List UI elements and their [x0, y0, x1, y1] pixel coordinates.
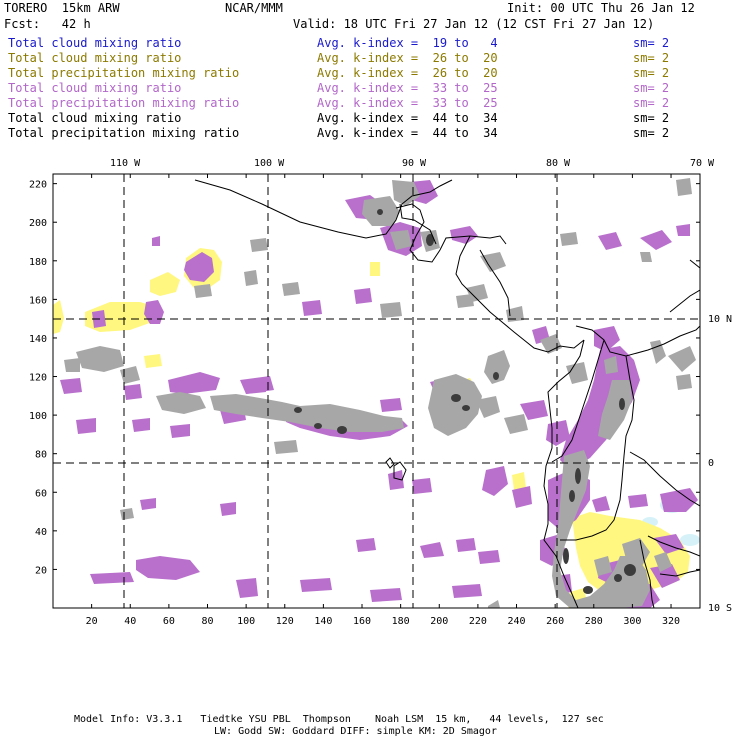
y-tick-label: 20 [35, 565, 47, 576]
legend-sm: sm= 2 [633, 66, 670, 80]
lat-label: 10 N [708, 314, 732, 325]
x-tick-label: 20 [86, 616, 98, 627]
coastlines [194, 179, 700, 608]
lat-label: 10 S [708, 603, 732, 614]
legend-stat: Avg. k-index = 19 to 4 [317, 36, 498, 50]
legend-field: Total precipitation mixing ratio [8, 126, 240, 140]
legend-field: Total precipitation mixing ratio [8, 66, 240, 80]
legend-sm: sm= 2 [633, 36, 670, 50]
x-tick-label: 100 [237, 616, 255, 627]
gray-patches [64, 178, 696, 608]
legend-field: Total cloud mixing ratio [8, 51, 182, 65]
y-tick-label: 160 [29, 295, 47, 306]
x-tick-label: 140 [314, 616, 332, 627]
legend-sm: sm= 2 [633, 126, 670, 140]
x-tick-label: 260 [546, 616, 564, 627]
model-physics: LW: Godd SW: Goddard DIFF: simple KM: 2D… [214, 726, 497, 737]
legend-stat: Avg. k-index = 26 to 20 [317, 66, 498, 80]
x-tick-label: 160 [353, 616, 371, 627]
lon-label: 80 W [546, 158, 571, 169]
model-name: TORERO 15km ARW [4, 1, 120, 15]
lat-label: 0 [708, 458, 714, 469]
y-tick-label: 100 [29, 411, 47, 422]
x-tick-label: 300 [623, 616, 641, 627]
x-tick-label: 180 [392, 616, 410, 627]
init-time: Init: 00 UTC Thu 26 Jan 12 [507, 1, 695, 15]
x-tick-label: 280 [585, 616, 603, 627]
center-name: NCAR/MMM [225, 1, 283, 15]
lat-lon-grid [53, 174, 700, 608]
y-tick-label: 60 [35, 488, 47, 499]
legend-field: Total cloud mixing ratio [8, 36, 182, 50]
y-tick-label: 80 [35, 450, 47, 461]
lon-label: 100 W [254, 158, 285, 169]
y-tick-label: 220 [29, 180, 47, 191]
x-tick-label: 60 [163, 616, 175, 627]
x-tick-label: 220 [469, 616, 487, 627]
legend-field: Total cloud mixing ratio [8, 111, 182, 125]
lon-label: 110 W [110, 158, 141, 169]
legend-field: Total cloud mixing ratio [8, 81, 182, 95]
model-info: Model Info: V3.3.1 Tiedtke YSU PBL Thomp… [74, 714, 604, 725]
legend-sm: sm= 2 [633, 111, 670, 125]
axis-ticks [53, 174, 700, 608]
y-tick-label: 120 [29, 373, 47, 384]
x-tick-label: 200 [430, 616, 448, 627]
legend-stat: Avg. k-index = 44 to 34 [317, 111, 498, 125]
y-tick-label: 180 [29, 257, 47, 268]
legend-sm: sm= 2 [633, 96, 670, 110]
x-tick-label: 240 [507, 616, 525, 627]
x-tick-label: 320 [662, 616, 680, 627]
y-tick-label: 40 [35, 527, 47, 538]
valid-time: Valid: 18 UTC Fri 27 Jan 12 (12 CST Fri … [293, 17, 655, 31]
legend-field: Total precipitation mixing ratio [8, 96, 240, 110]
map-frame [52, 173, 701, 609]
legend-sm: sm= 2 [633, 81, 670, 95]
legend-stat: Avg. k-index = 26 to 20 [317, 51, 498, 65]
lon-label: 90 W [402, 158, 427, 169]
legend-stat: Avg. k-index = 33 to 25 [317, 96, 498, 110]
lon-label: 70 W [690, 158, 715, 169]
legend-stat: Avg. k-index = 33 to 25 [317, 81, 498, 95]
forecast-hour: Fcst: 42 h [4, 17, 91, 31]
y-tick-label: 140 [29, 334, 47, 345]
axis-labels: 20 40 60 80 100 120 140 160 180 200 220 240 260 280 30… [29, 180, 680, 627]
legend-sm: sm= 2 [633, 51, 670, 65]
x-tick-label: 40 [124, 616, 136, 627]
x-tick-label: 120 [276, 616, 294, 627]
x-tick-label: 80 [201, 616, 213, 627]
dark-cloud-patches [294, 209, 636, 594]
legend-stat: Avg. k-index = 44 to 34 [317, 126, 498, 140]
cloud-field [53, 174, 700, 608]
y-tick-label: 200 [29, 218, 47, 229]
